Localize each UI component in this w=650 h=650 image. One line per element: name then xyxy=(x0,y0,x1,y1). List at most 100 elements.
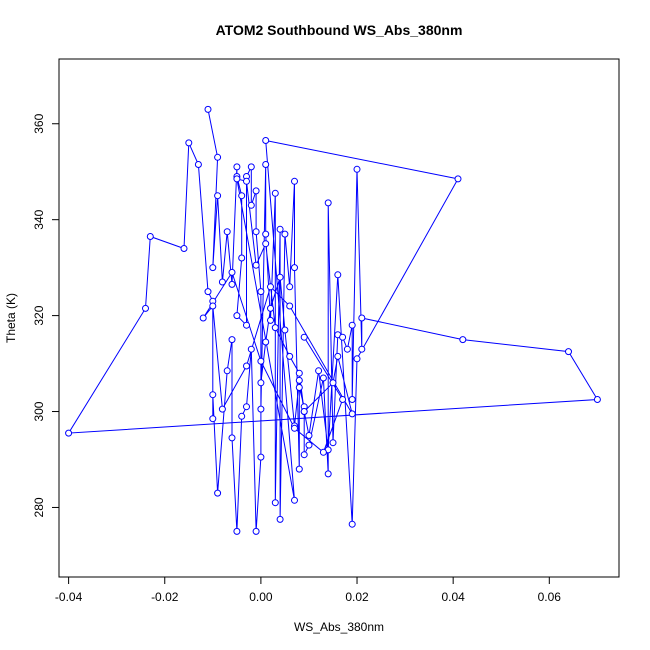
data-point xyxy=(276,273,284,281)
x-tick-label: 0.04 xyxy=(441,590,465,604)
data-point xyxy=(334,352,342,360)
data-point xyxy=(267,283,274,291)
data-point xyxy=(291,177,298,185)
data-point xyxy=(252,527,260,535)
data-point xyxy=(247,163,255,171)
data-point xyxy=(276,225,284,233)
data-point xyxy=(209,264,217,272)
data-point xyxy=(262,240,270,248)
data-point xyxy=(243,403,250,411)
data-point xyxy=(286,283,294,291)
data-point xyxy=(271,189,279,197)
data-point xyxy=(358,345,366,353)
data-point xyxy=(295,465,303,473)
series-points xyxy=(65,105,601,535)
y-tick-label: 320 xyxy=(32,305,46,325)
data-point xyxy=(238,254,246,262)
data-point xyxy=(218,405,226,413)
data-point xyxy=(214,489,222,497)
data-point xyxy=(291,424,298,432)
data-point xyxy=(324,199,332,207)
data-point xyxy=(204,288,212,296)
data-point xyxy=(565,348,572,356)
y-tick-label: 360 xyxy=(32,113,46,133)
data-point xyxy=(142,304,149,312)
chart-title: ATOM2 Southbound WS_Abs_380nm xyxy=(216,22,463,38)
data-point xyxy=(459,336,467,344)
plot-frame xyxy=(58,58,620,578)
data-point xyxy=(281,326,289,334)
data-point xyxy=(262,230,270,238)
data-point xyxy=(194,161,202,168)
data-point xyxy=(223,228,231,236)
data-point xyxy=(276,515,284,523)
data-point xyxy=(223,367,231,375)
data-point xyxy=(353,165,361,173)
data-point xyxy=(291,264,298,272)
x-tick-label: 0.00 xyxy=(249,590,273,604)
data-point xyxy=(214,192,222,200)
data-point xyxy=(257,453,265,461)
data-point xyxy=(238,412,246,420)
data-point xyxy=(257,379,265,387)
data-point xyxy=(257,288,265,296)
data-point xyxy=(315,367,323,375)
data-point xyxy=(348,520,356,528)
data-point xyxy=(267,304,274,312)
data-point xyxy=(334,271,342,279)
data-point xyxy=(257,405,265,413)
data-point xyxy=(252,187,260,195)
data-point xyxy=(319,374,327,382)
data-point xyxy=(281,230,289,238)
data-point xyxy=(295,376,303,384)
data-point xyxy=(238,192,246,200)
data-point xyxy=(199,314,207,322)
data-point xyxy=(329,379,337,387)
y-axis: 280 300 320 340 360 xyxy=(32,113,60,517)
data-point xyxy=(247,201,255,209)
data-point xyxy=(348,321,356,329)
data-point xyxy=(180,245,188,252)
data-point xyxy=(243,177,250,185)
data-point xyxy=(233,163,241,171)
x-tick-label: 0.06 xyxy=(538,590,562,604)
data-point xyxy=(218,278,226,286)
data-point xyxy=(271,324,279,332)
x-axis-label: WS_Abs_380nm xyxy=(294,620,384,634)
data-point xyxy=(262,137,270,144)
data-point xyxy=(593,396,601,403)
data-point xyxy=(267,316,274,324)
series-line xyxy=(67,109,599,532)
data-point xyxy=(295,369,303,377)
data-point xyxy=(262,338,270,346)
data-point xyxy=(243,321,250,329)
series-lines xyxy=(67,109,599,532)
data-point xyxy=(243,362,250,370)
data-point xyxy=(300,333,308,341)
data-point xyxy=(252,261,260,269)
data-point xyxy=(339,333,347,341)
data-point xyxy=(305,432,313,439)
data-point xyxy=(214,153,222,161)
x-tick-label: -0.02 xyxy=(151,590,179,604)
data-point xyxy=(358,314,366,322)
data-point xyxy=(319,448,327,456)
data-point xyxy=(228,434,236,442)
data-point xyxy=(209,415,217,423)
data-point xyxy=(348,410,356,418)
data-point xyxy=(146,233,154,240)
data-point xyxy=(329,439,337,447)
data-point xyxy=(185,139,193,147)
data-point xyxy=(286,302,294,310)
y-axis-label: Theta (K) xyxy=(4,293,18,343)
data-point xyxy=(291,496,298,504)
data-point xyxy=(324,470,332,478)
data-point xyxy=(348,396,356,403)
data-point xyxy=(209,302,217,310)
x-tick-label: -0.04 xyxy=(55,590,83,604)
data-point xyxy=(233,312,241,320)
y-tick-label: 280 xyxy=(32,497,46,517)
data-point xyxy=(228,336,236,344)
x-axis: -0.04 -0.02 0.00 0.02 0.04 0.06 xyxy=(55,576,562,604)
